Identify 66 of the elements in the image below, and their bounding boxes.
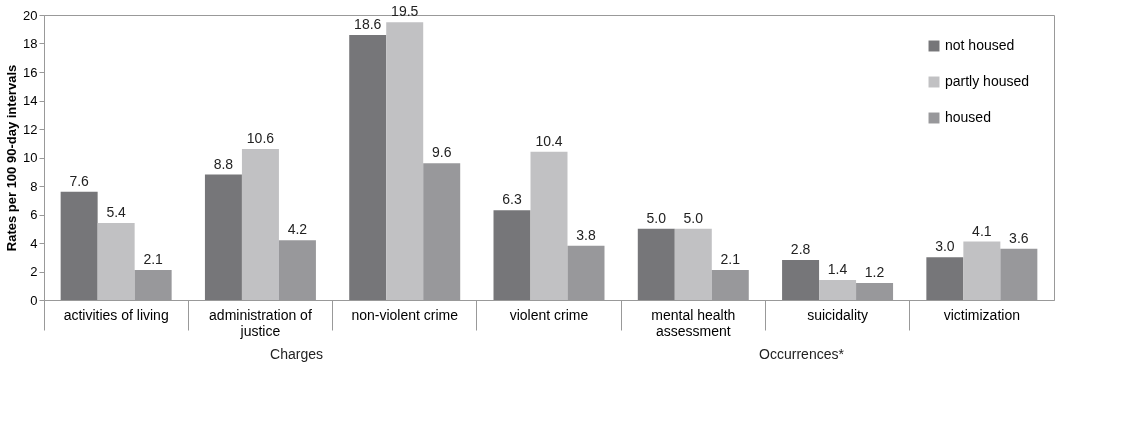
- data-label: 3.0: [935, 238, 955, 255]
- text: Charges: [270, 346, 323, 362]
- x-tick-label: administration of justice: [209, 306, 312, 339]
- y-tick-label: 14: [23, 93, 38, 108]
- data-label: 4.1: [972, 222, 992, 239]
- y-tick-label: 18: [23, 36, 38, 51]
- y-tick-label: 16: [23, 64, 38, 80]
- bar: [423, 163, 461, 300]
- y-tick-label: 10: [23, 150, 38, 165]
- data-label: 2.8: [790, 241, 811, 258]
- data-label: 8.8: [213, 155, 234, 172]
- bar: [493, 210, 531, 300]
- bar: [241, 148, 279, 300]
- y-tick-label: 2: [30, 264, 38, 279]
- data-label: 5.0: [646, 209, 667, 226]
- y-tick-label: 4: [30, 235, 38, 251]
- bar: [386, 22, 424, 300]
- x-tick-label: mental health assessment: [651, 306, 736, 339]
- bar: [60, 191, 98, 300]
- x-tick-label: suicidality: [807, 306, 868, 323]
- y-tick-label: 8: [30, 178, 38, 194]
- text: Occurrences*: [759, 346, 845, 362]
- data-label: 6.3: [502, 191, 522, 208]
- bar: [567, 245, 605, 300]
- bar: [637, 228, 675, 300]
- data-label: 2.1: [720, 251, 741, 268]
- bar: [530, 151, 568, 300]
- data-label: 1.2: [864, 263, 885, 280]
- x-tick-label: non-violent crime: [351, 306, 459, 323]
- legend-label: housed: [945, 109, 991, 125]
- data-label: 18.6: [354, 15, 382, 32]
- data-label: 10.6: [246, 129, 275, 146]
- x-tick-label: victimization: [943, 306, 1020, 323]
- x-tick-label: violent crime: [509, 306, 589, 323]
- data-label: 4.2: [287, 221, 308, 238]
- data-label: 7.6: [69, 172, 90, 189]
- data-label: 9.6: [431, 144, 452, 161]
- y-tick-label: 20: [23, 7, 38, 23]
- bar: [349, 34, 387, 300]
- bar: [963, 241, 1001, 300]
- bar: [819, 280, 857, 300]
- bar: [926, 257, 964, 300]
- bar: [782, 260, 820, 300]
- bar: [1000, 248, 1038, 300]
- bar: [134, 270, 172, 300]
- bar: [204, 174, 242, 300]
- bar: [97, 223, 135, 300]
- data-label: 10.4: [535, 132, 563, 149]
- data-label: 3.8: [576, 226, 596, 243]
- y-tick-label: 0: [30, 292, 38, 308]
- y-tick-label: 12: [23, 121, 38, 137]
- data-label: 19.5: [391, 3, 419, 20]
- data-label: 5.4: [106, 204, 127, 221]
- legend-label: not housed: [945, 37, 1015, 53]
- legend-label: partly housed: [945, 73, 1030, 89]
- bar: [856, 282, 894, 300]
- bar: [711, 270, 749, 300]
- y-tick-label: 6: [30, 207, 38, 222]
- bar: [674, 228, 712, 300]
- bar: [278, 240, 316, 300]
- data-label: 2.1: [143, 251, 164, 268]
- data-label: 1.4: [827, 261, 848, 278]
- data-label: 3.6: [1009, 229, 1029, 246]
- data-label: 5.0: [683, 209, 704, 226]
- y-axis-title: Rates per 100 90-day intervals: [4, 64, 20, 252]
- x-tick-label: activities of living: [63, 306, 169, 323]
